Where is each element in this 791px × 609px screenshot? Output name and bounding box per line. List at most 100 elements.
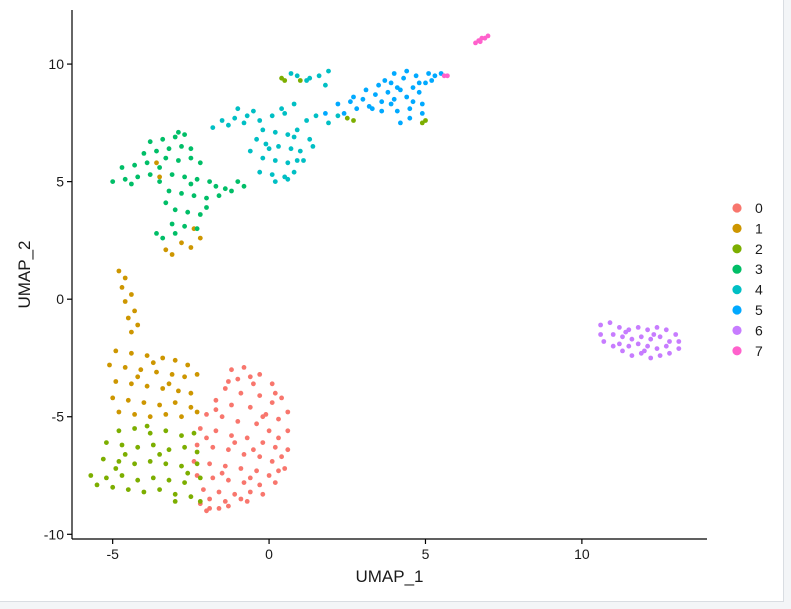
cluster-0-point xyxy=(272,444,278,450)
cluster-0-point xyxy=(197,426,203,431)
cluster-4-point xyxy=(307,136,313,142)
cluster-1-point xyxy=(166,381,172,387)
legend-label-3: 3 xyxy=(755,261,763,277)
cluster-0-point xyxy=(238,466,244,471)
cluster-0-point xyxy=(232,491,238,497)
cluster-6-point xyxy=(601,339,607,344)
cluster-3-point xyxy=(154,231,159,236)
cluster-6-point xyxy=(654,325,660,330)
cluster-2-point xyxy=(113,466,119,471)
cluster-1-point xyxy=(122,275,128,281)
cluster-0-point xyxy=(229,402,234,408)
cluster-3-point xyxy=(163,200,169,206)
cluster-1-point xyxy=(169,252,175,257)
cluster-2-point xyxy=(172,499,178,504)
cluster-4-point xyxy=(310,144,316,149)
cluster-0-point xyxy=(210,475,216,481)
points-layer xyxy=(88,33,682,514)
cluster-0-point xyxy=(276,416,281,422)
cluster-4-point xyxy=(232,115,238,121)
cluster-0-point xyxy=(279,395,284,401)
cluster-3-point xyxy=(185,209,191,215)
cluster-1-point xyxy=(182,374,188,380)
cluster-0-point xyxy=(276,435,281,441)
cluster-0-point xyxy=(257,393,263,398)
cluster-4-point xyxy=(326,120,331,126)
cluster-6-point xyxy=(607,320,613,326)
cluster-6-point xyxy=(629,353,635,358)
cluster-5-point xyxy=(419,101,425,107)
cluster-4-point xyxy=(285,176,291,182)
cluster-1-point xyxy=(107,362,112,368)
cluster-6-point xyxy=(598,322,603,328)
cluster-4-point xyxy=(235,106,241,112)
legend-label-7: 7 xyxy=(755,343,763,359)
cluster-6-point xyxy=(663,327,669,333)
cluster-0-point xyxy=(260,414,266,420)
cluster-3-point xyxy=(179,144,184,149)
cluster-3-point xyxy=(141,151,147,156)
cluster-4-point xyxy=(263,141,269,147)
cluster-2-point xyxy=(132,461,138,467)
cluster-1-point xyxy=(179,414,184,420)
cluster-1-point xyxy=(160,355,166,361)
cluster-5-point xyxy=(432,73,438,79)
cluster-5-point xyxy=(348,99,353,105)
legend-key-4 xyxy=(732,285,742,295)
cluster-3-point xyxy=(213,183,219,189)
cluster-4-point xyxy=(291,134,297,140)
cluster-0-point xyxy=(272,390,278,396)
cluster-1-point xyxy=(163,247,169,253)
cluster-3-point xyxy=(188,146,194,152)
cluster-4-point xyxy=(272,129,278,135)
cluster-0-point xyxy=(257,454,263,460)
cluster-1-point xyxy=(197,235,203,241)
cluster-0-point xyxy=(269,381,275,387)
cluster-2-point xyxy=(147,430,153,436)
cluster-4-point xyxy=(210,125,216,130)
legend-label-4: 4 xyxy=(755,282,763,298)
cluster-0-point xyxy=(232,440,238,445)
cluster-2-point xyxy=(104,475,109,481)
cluster-7-point xyxy=(445,73,450,79)
cluster-4-point xyxy=(285,132,291,138)
cluster-0-point xyxy=(266,473,272,478)
cluster-4-point xyxy=(326,68,331,74)
cluster-0-point xyxy=(272,480,278,485)
cluster-2-point xyxy=(94,482,100,488)
cluster-1-point xyxy=(113,379,119,384)
cluster-3-point xyxy=(241,183,247,189)
y-tick-label: 5 xyxy=(56,174,64,190)
cluster-5-point xyxy=(404,94,410,100)
cluster-0-point xyxy=(213,428,219,434)
cluster-3-point xyxy=(166,188,172,194)
cluster-5-point xyxy=(426,71,431,76)
cluster-0-point xyxy=(251,447,256,453)
cluster-1-point xyxy=(129,292,134,297)
cluster-3-point xyxy=(182,132,188,138)
cluster-4-point xyxy=(301,158,306,163)
cluster-3-point xyxy=(110,179,116,185)
cluster-6-point xyxy=(635,341,641,347)
cluster-5-point xyxy=(388,101,394,107)
cluster-2-point xyxy=(191,430,197,436)
cluster-3-point xyxy=(122,176,128,182)
cluster-7-point xyxy=(477,39,483,45)
cluster-4-point xyxy=(307,75,313,81)
legend-key-5 xyxy=(732,305,742,315)
cluster-5-point xyxy=(413,73,419,79)
cluster-0-point xyxy=(241,452,247,457)
cluster-1-point xyxy=(157,402,163,408)
cluster-1-point xyxy=(122,365,128,370)
cluster-0-point xyxy=(204,435,209,441)
cluster-2-point xyxy=(157,487,163,492)
cluster-5-point xyxy=(351,94,356,100)
cluster-1-point xyxy=(185,362,191,368)
cluster-1-point xyxy=(138,367,144,373)
cluster-4-point xyxy=(272,179,278,185)
cluster-6-point xyxy=(648,355,654,361)
cluster-4-point xyxy=(266,146,272,152)
cluster-4-point xyxy=(272,158,278,163)
ticks-layer: -5 0 5 10 -10 -5 0 5 10 xyxy=(44,56,590,562)
cluster-3-point xyxy=(160,136,166,142)
